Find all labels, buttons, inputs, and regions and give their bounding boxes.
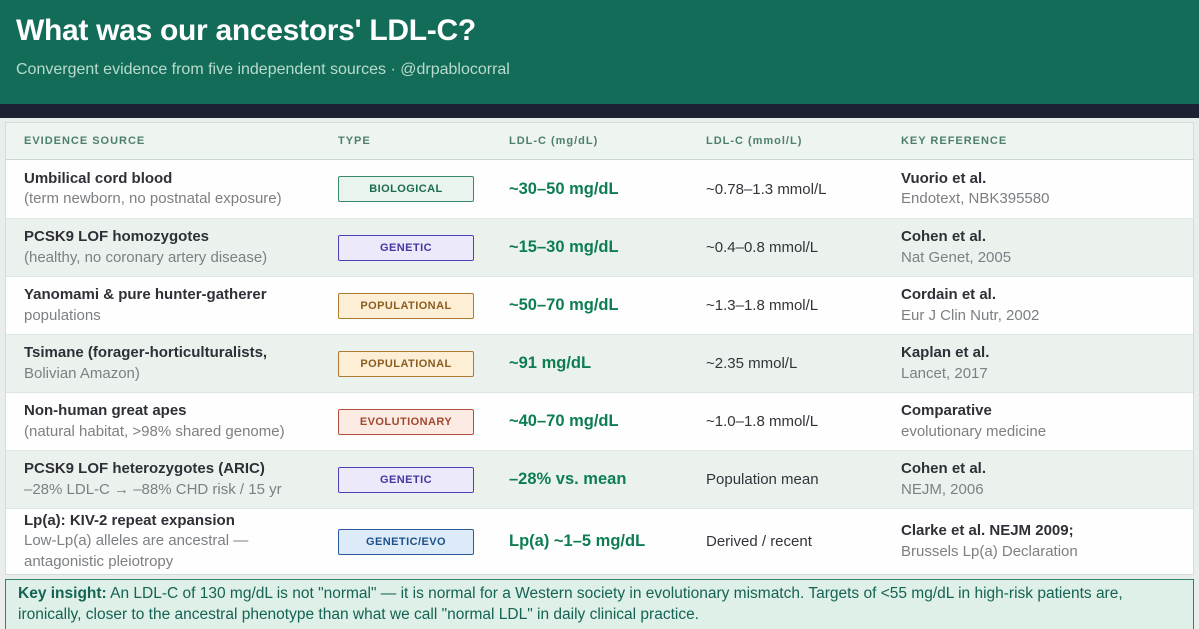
type-badge: GENETIC xyxy=(338,466,474,493)
ldl-mgdl-value: ~40–70 mg/dL xyxy=(509,412,619,430)
reference-subtitle: Brussels Lp(a) Declaration xyxy=(901,542,1078,560)
source-title: PCSK9 LOF heterozygotes (ARIC) xyxy=(24,460,265,478)
table-row: Umbilical cord blood (term newborn, no p… xyxy=(6,160,1193,218)
evidence-source-cell: PCSK9 LOF heterozygotes (ARIC) –28% LDL-… xyxy=(24,459,338,500)
source-subtitle: Bolivian Amazon) xyxy=(24,364,140,382)
source-title: Tsimane (forager-horticulturalists, xyxy=(24,344,268,362)
reference-title: Cohen et al. xyxy=(901,228,987,246)
evidence-source-cell: PCSK9 LOF homozygotes (healthy, no coron… xyxy=(24,227,338,268)
key-reference-cell: Comparative evolutionary medicine xyxy=(901,401,1193,442)
ldl-mgdl-value: Lp(a) ~1–5 mg/dL xyxy=(509,532,646,550)
type-cell: EVOLUTIONARY xyxy=(338,408,509,435)
reference-title: Comparative xyxy=(901,402,992,420)
source-title: PCSK9 LOF homozygotes xyxy=(24,228,210,246)
reference-title: Vuorio et al. xyxy=(901,169,987,187)
column-header-ldl-mgdl: LDL-C (mg/dL) xyxy=(509,135,599,147)
source-subtitle: (healthy, no coronary artery disease) xyxy=(24,248,268,266)
type-badge: POPULATIONAL xyxy=(338,292,474,319)
type-cell: GENETIC/EVO xyxy=(338,528,509,555)
ldl-mmol-value: ~2.35 mmol/L xyxy=(706,355,798,372)
ldl-mmol-value: Population mean xyxy=(706,471,819,488)
ldl-mmol-value: Derived / recent xyxy=(706,533,812,550)
key-reference-cell: Clarke et al. NEJM 2009; Brussels Lp(a) … xyxy=(901,521,1193,562)
evidence-source-cell: Non-human great apes (natural habitat, >… xyxy=(24,401,338,442)
table-row: Lp(a): KIV-2 repeat expansion Low-Lp(a) … xyxy=(6,508,1193,574)
ldl-mmol-value: ~0.4–0.8 mmol/L xyxy=(706,239,819,256)
ldl-mgdl-value: ~30–50 mg/dL xyxy=(509,179,619,198)
evidence-source-cell: Lp(a): KIV-2 repeat expansion Low-Lp(a) … xyxy=(24,511,338,572)
table-row: PCSK9 LOF homozygotes (healthy, no coron… xyxy=(6,218,1193,276)
table-row: Tsimane (forager-horticulturalists, Boli… xyxy=(6,334,1193,392)
column-header-type: TYPE xyxy=(338,135,371,147)
type-cell: BIOLOGICAL xyxy=(338,176,509,202)
key-reference-cell: Kaplan et al. Lancet, 2017 xyxy=(901,343,1193,384)
source-subtitle: (term newborn, no postnatal exposure) xyxy=(24,190,282,207)
source-title: Lp(a): KIV-2 repeat expansion xyxy=(24,512,235,530)
ldl-mmol-value: ~1.3–1.8 mmol/L xyxy=(706,297,819,314)
reference-title: Kaplan et al. xyxy=(901,344,990,362)
table-row: PCSK9 LOF heterozygotes (ARIC) –28% LDL-… xyxy=(6,450,1193,508)
ldl-mgdl-value: ~15–30 mg/dL xyxy=(509,238,619,256)
key-insight-text: An LDL-C of 130 mg/dL is not "normal" — … xyxy=(18,585,1123,623)
column-header-key-reference: KEY REFERENCE xyxy=(901,135,1008,147)
page-subtitle: Convergent evidence from five independen… xyxy=(16,61,510,78)
column-header-evidence-source: EVIDENCE SOURCE xyxy=(24,135,146,147)
reference-subtitle: NEJM, 2006 xyxy=(901,480,984,498)
table-row: Yanomami & pure hunter-gatherer populati… xyxy=(6,276,1193,334)
reference-subtitle: Nat Genet, 2005 xyxy=(901,248,1012,266)
key-reference-cell: Cohen et al. Nat Genet, 2005 xyxy=(901,227,1193,268)
source-title: Umbilical cord blood xyxy=(24,169,173,187)
table-header-row: EVIDENCE SOURCE TYPE LDL-C (mg/dL) LDL-C… xyxy=(6,123,1193,160)
source-subtitle: Low-Lp(a) alleles are ancestral — antago… xyxy=(24,532,249,570)
ldl-mmol-value: ~0.78–1.3 mmol/L xyxy=(706,180,827,198)
evidence-source-cell: Yanomami & pure hunter-gatherer populati… xyxy=(24,285,338,326)
key-reference-cell: Cordain et al. Eur J Clin Nutr, 2002 xyxy=(901,285,1193,326)
type-badge: POPULATIONAL xyxy=(338,350,474,377)
reference-subtitle: Lancet, 2017 xyxy=(901,364,988,382)
ldl-mgdl-value: ~91 mg/dL xyxy=(509,354,592,372)
reference-subtitle: Endotext, NBK395580 xyxy=(901,190,1050,207)
column-header-ldl-mmol: LDL-C (mmol/L) xyxy=(706,135,803,147)
divider-bar xyxy=(0,104,1199,118)
table-body: Umbilical cord blood (term newborn, no p… xyxy=(6,160,1193,574)
page-title: What was our ancestors' LDL-C? xyxy=(16,14,476,47)
key-insight-box: Key insight: An LDL-C of 130 mg/dL is no… xyxy=(5,579,1194,629)
key-insight-label: Key insight: xyxy=(18,585,107,602)
evidence-table: EVIDENCE SOURCE TYPE LDL-C (mg/dL) LDL-C… xyxy=(5,122,1194,575)
ldl-mgdl-value: ~50–70 mg/dL xyxy=(509,296,619,314)
source-subtitle: (natural habitat, >98% shared genome) xyxy=(24,422,285,440)
type-badge: EVOLUTIONARY xyxy=(338,408,474,435)
source-subtitle: populations xyxy=(24,306,101,324)
type-cell: POPULATIONAL xyxy=(338,350,509,377)
page-header: What was our ancestors' LDL-C? Convergen… xyxy=(0,0,1199,104)
type-cell: GENETIC xyxy=(338,234,509,261)
source-title: Non-human great apes xyxy=(24,402,187,420)
source-subtitle: –28% LDL-C → –88% CHD risk / 15 yr xyxy=(24,480,282,498)
ldl-mmol-value: ~1.0–1.8 mmol/L xyxy=(706,413,819,430)
reference-title: Cohen et al. xyxy=(901,460,987,478)
evidence-source-cell: Tsimane (forager-horticulturalists, Boli… xyxy=(24,343,338,384)
type-badge: GENETIC/EVO xyxy=(338,528,474,555)
source-title: Yanomami & pure hunter-gatherer xyxy=(24,286,267,304)
type-badge: BIOLOGICAL xyxy=(338,176,474,202)
key-reference-cell: Vuorio et al. Endotext, NBK395580 xyxy=(901,169,1193,210)
reference-title: Cordain et al. xyxy=(901,286,997,304)
main-content: EVIDENCE SOURCE TYPE LDL-C (mg/dL) LDL-C… xyxy=(0,118,1199,629)
type-cell: POPULATIONAL xyxy=(338,292,509,319)
reference-subtitle: Eur J Clin Nutr, 2002 xyxy=(901,306,1040,324)
key-reference-cell: Cohen et al. NEJM, 2006 xyxy=(901,459,1193,500)
type-cell: GENETIC xyxy=(338,466,509,493)
evidence-source-cell: Umbilical cord blood (term newborn, no p… xyxy=(24,169,338,210)
table-row: Non-human great apes (natural habitat, >… xyxy=(6,392,1193,450)
reference-title: Clarke et al. NEJM 2009; xyxy=(901,522,1074,540)
reference-subtitle: evolutionary medicine xyxy=(901,422,1047,440)
ldl-mgdl-value: –28% vs. mean xyxy=(509,470,627,488)
type-badge: GENETIC xyxy=(338,234,474,261)
